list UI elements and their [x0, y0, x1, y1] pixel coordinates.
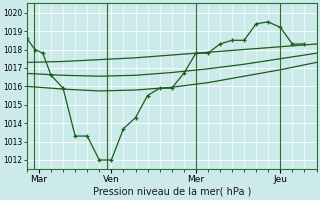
X-axis label: Pression niveau de la mer( hPa ): Pression niveau de la mer( hPa )	[92, 187, 251, 197]
